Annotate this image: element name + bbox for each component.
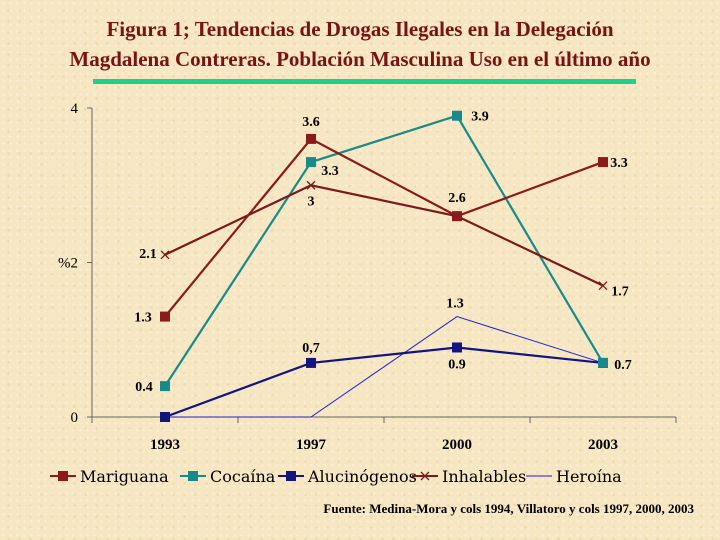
source-note: Fuente: Medina-Mora y cols 1994, Villato… — [323, 501, 694, 516]
legend-item-inhalables: Inhalables — [412, 467, 526, 486]
x-tick-label: 1997 — [296, 437, 327, 453]
data-label: 3.9 — [471, 110, 489, 125]
series-inhalables — [160, 180, 608, 291]
data-point — [286, 471, 296, 481]
series-line — [164, 346, 604, 419]
x-tick-label: 2003 — [588, 437, 618, 453]
data-label: 0.7 — [614, 358, 632, 373]
series-line — [164, 137, 604, 318]
chart-legend: Mariguana Cocaína Alucinógenos Inhalables He… — [50, 467, 622, 486]
data-point — [452, 342, 462, 353]
data-label: 1.7 — [611, 285, 629, 300]
data-point — [188, 471, 198, 481]
legend-label: Mariguana — [80, 467, 169, 486]
data-point — [598, 357, 608, 368]
x-tick-label: 2000 — [442, 437, 472, 453]
data-label: 3.6 — [302, 115, 320, 130]
legend-item-cocaína: Cocaína — [180, 467, 276, 486]
chart-axes: 0 %2 4 1993 1997 2000 2003 — [58, 101, 677, 453]
series-line — [164, 114, 604, 387]
series-lines — [160, 110, 608, 422]
data-point — [306, 180, 316, 190]
legend-item-mariguana: Mariguana — [50, 467, 169, 486]
series-cocaína — [160, 110, 608, 392]
legend-item-heroína: Heroína — [526, 467, 622, 486]
series-alucinógenos — [160, 342, 608, 422]
data-point — [160, 412, 170, 422]
data-point — [306, 133, 316, 144]
legend-item-alucinógenos: Alucinógenos — [278, 467, 417, 486]
data-label: 1.3 — [134, 311, 152, 326]
data-point — [306, 157, 316, 168]
line-chart: 0 %2 4 1993 1997 2000 2003 1.3 3.6 2.6 3.3 0.4 3.3 3… — [50, 101, 677, 486]
data-label: 3.3 — [321, 164, 339, 179]
data-label: 0.4 — [135, 380, 153, 395]
series-line — [165, 316, 604, 418]
data-point — [160, 311, 170, 322]
series-line — [164, 184, 604, 287]
chart-title: Figura 1; Tendencias de Drogas Ilegales … — [0, 14, 720, 74]
y-tick-label: %2 — [58, 256, 78, 272]
chart-title-line2: Magdalena Contreras. Población Masculina… — [69, 47, 651, 71]
y-tick-label: 4 — [71, 101, 79, 117]
series-heroína — [165, 316, 604, 418]
data-point — [160, 381, 170, 392]
series-mariguana — [160, 133, 608, 322]
data-point — [420, 471, 430, 481]
data-label: 3 — [308, 194, 315, 209]
data-label: 0.9 — [448, 357, 466, 372]
data-point — [160, 250, 170, 260]
chart-title-line1: Figura 1; Tendencias de Drogas Ilegales … — [106, 17, 614, 41]
legend-label: Heroína — [556, 467, 622, 486]
data-labels: 1.3 3.6 2.6 3.3 0.4 3.3 3.9 0.7 0,7 0.9 2.1 3 1.7 1.3 — [134, 110, 632, 395]
data-label: 2.6 — [448, 191, 466, 206]
legend-label: Cocaína — [210, 467, 276, 486]
data-label: 1.3 — [446, 297, 464, 312]
data-point — [598, 281, 608, 291]
legend-label: Alucinógenos — [307, 467, 417, 486]
title-underline — [93, 79, 636, 84]
data-point — [58, 471, 68, 481]
y-tick-label: 0 — [71, 410, 79, 426]
data-point — [452, 211, 462, 222]
data-label: 2.1 — [139, 247, 157, 262]
data-label: 3.3 — [610, 156, 628, 171]
x-tick-label: 1993 — [150, 437, 180, 453]
data-point — [452, 110, 462, 121]
data-point — [598, 157, 608, 168]
legend-label: Inhalables — [442, 467, 526, 486]
data-label: 0,7 — [302, 341, 320, 356]
data-point — [306, 357, 316, 368]
